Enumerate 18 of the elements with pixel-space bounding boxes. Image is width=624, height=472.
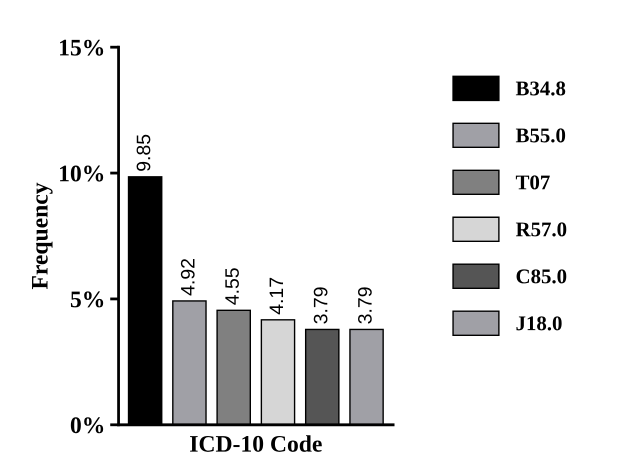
legend-label: T07	[516, 175, 550, 190]
legend-label: J18.0	[516, 316, 562, 330]
legend-label: B34.8	[516, 81, 566, 96]
legend-label: B55.0	[516, 128, 566, 143]
data-label: 4.55	[225, 268, 239, 305]
data-label: 4.92	[180, 259, 195, 296]
y-tick-label: 10%	[60, 166, 104, 182]
legend-label: R57.0	[516, 222, 566, 237]
data-label: 3.79	[358, 287, 372, 324]
y-tick-label: 0%	[70, 417, 104, 434]
y-tick-label: 15%	[60, 40, 104, 56]
data-label: 4.17	[270, 278, 284, 314]
y-tick-label: 5%	[70, 291, 104, 308]
legend-label: C85.0	[516, 269, 566, 284]
x-axis-title: ICD-10 Code	[190, 435, 322, 452]
y-axis-title: Frequency	[32, 182, 53, 290]
data-label: 3.79	[314, 287, 328, 324]
data-label: 9.85	[136, 134, 150, 171]
